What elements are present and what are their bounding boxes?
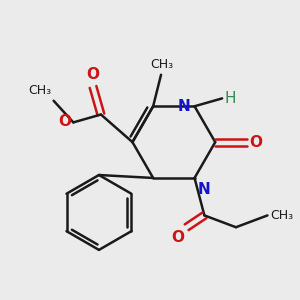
Text: O: O <box>250 135 263 150</box>
Text: CH₃: CH₃ <box>270 209 293 222</box>
Text: O: O <box>172 230 185 245</box>
Text: N: N <box>178 99 190 114</box>
Text: CH₃: CH₃ <box>28 84 52 97</box>
Text: O: O <box>58 114 71 129</box>
Text: H: H <box>224 91 236 106</box>
Text: CH₃: CH₃ <box>151 58 174 71</box>
Text: O: O <box>86 67 100 82</box>
Text: N: N <box>197 182 210 197</box>
